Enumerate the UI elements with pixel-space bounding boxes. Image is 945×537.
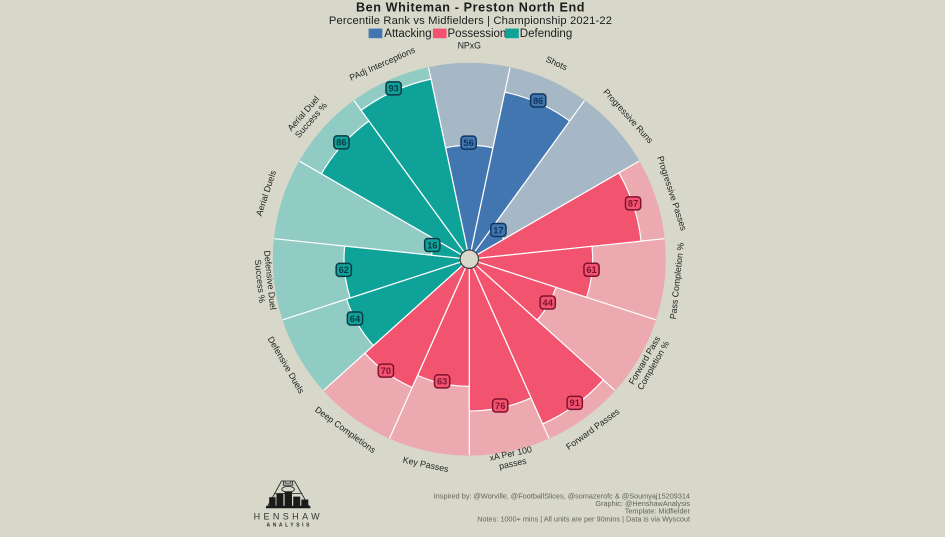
svg-text:Graphic: @HenshawAnalysis: Graphic: @HenshawAnalysis xyxy=(595,499,690,508)
svg-text:64: 64 xyxy=(350,314,361,324)
svg-text:NPxG: NPxG xyxy=(458,41,482,51)
svg-text:Defending: Defending xyxy=(520,28,572,40)
svg-text:Defensive DuelSuccess %: Defensive DuelSuccess % xyxy=(252,250,278,311)
svg-text:Template: Midfielder: Template: Midfielder xyxy=(625,507,691,516)
svg-text:Possession: Possession xyxy=(448,28,507,40)
svg-text:76: 76 xyxy=(495,401,505,411)
svg-text:70: 70 xyxy=(381,366,391,376)
svg-text:63: 63 xyxy=(437,377,447,387)
svg-text:87: 87 xyxy=(628,199,638,209)
svg-text:ANALYSIS: ANALYSIS xyxy=(266,523,312,529)
svg-text:93: 93 xyxy=(388,84,398,94)
svg-text:86: 86 xyxy=(336,138,346,148)
svg-text:44: 44 xyxy=(543,298,554,308)
svg-text:HENSHAW: HENSHAW xyxy=(254,512,323,522)
svg-text:17: 17 xyxy=(493,225,503,235)
svg-text:Inspired by: @Worville, @Footb: Inspired by: @Worville, @FootballSlices,… xyxy=(434,492,690,501)
svg-text:Notes: 1000+ mins | All units: Notes: 1000+ mins | All units are per 90… xyxy=(477,514,690,523)
svg-text:86: 86 xyxy=(533,96,543,106)
svg-text:62: 62 xyxy=(339,265,349,275)
svg-text:Ben Whiteman - Preston North E: Ben Whiteman - Preston North End xyxy=(356,1,585,15)
svg-text:56: 56 xyxy=(463,138,473,148)
svg-text:16: 16 xyxy=(427,240,437,250)
svg-text:Attacking: Attacking xyxy=(384,28,431,40)
svg-text:Percentile Rank vs Midfielders: Percentile Rank vs Midfielders | Champio… xyxy=(329,15,612,27)
svg-text:91: 91 xyxy=(570,398,580,408)
svg-text:61: 61 xyxy=(586,265,596,275)
